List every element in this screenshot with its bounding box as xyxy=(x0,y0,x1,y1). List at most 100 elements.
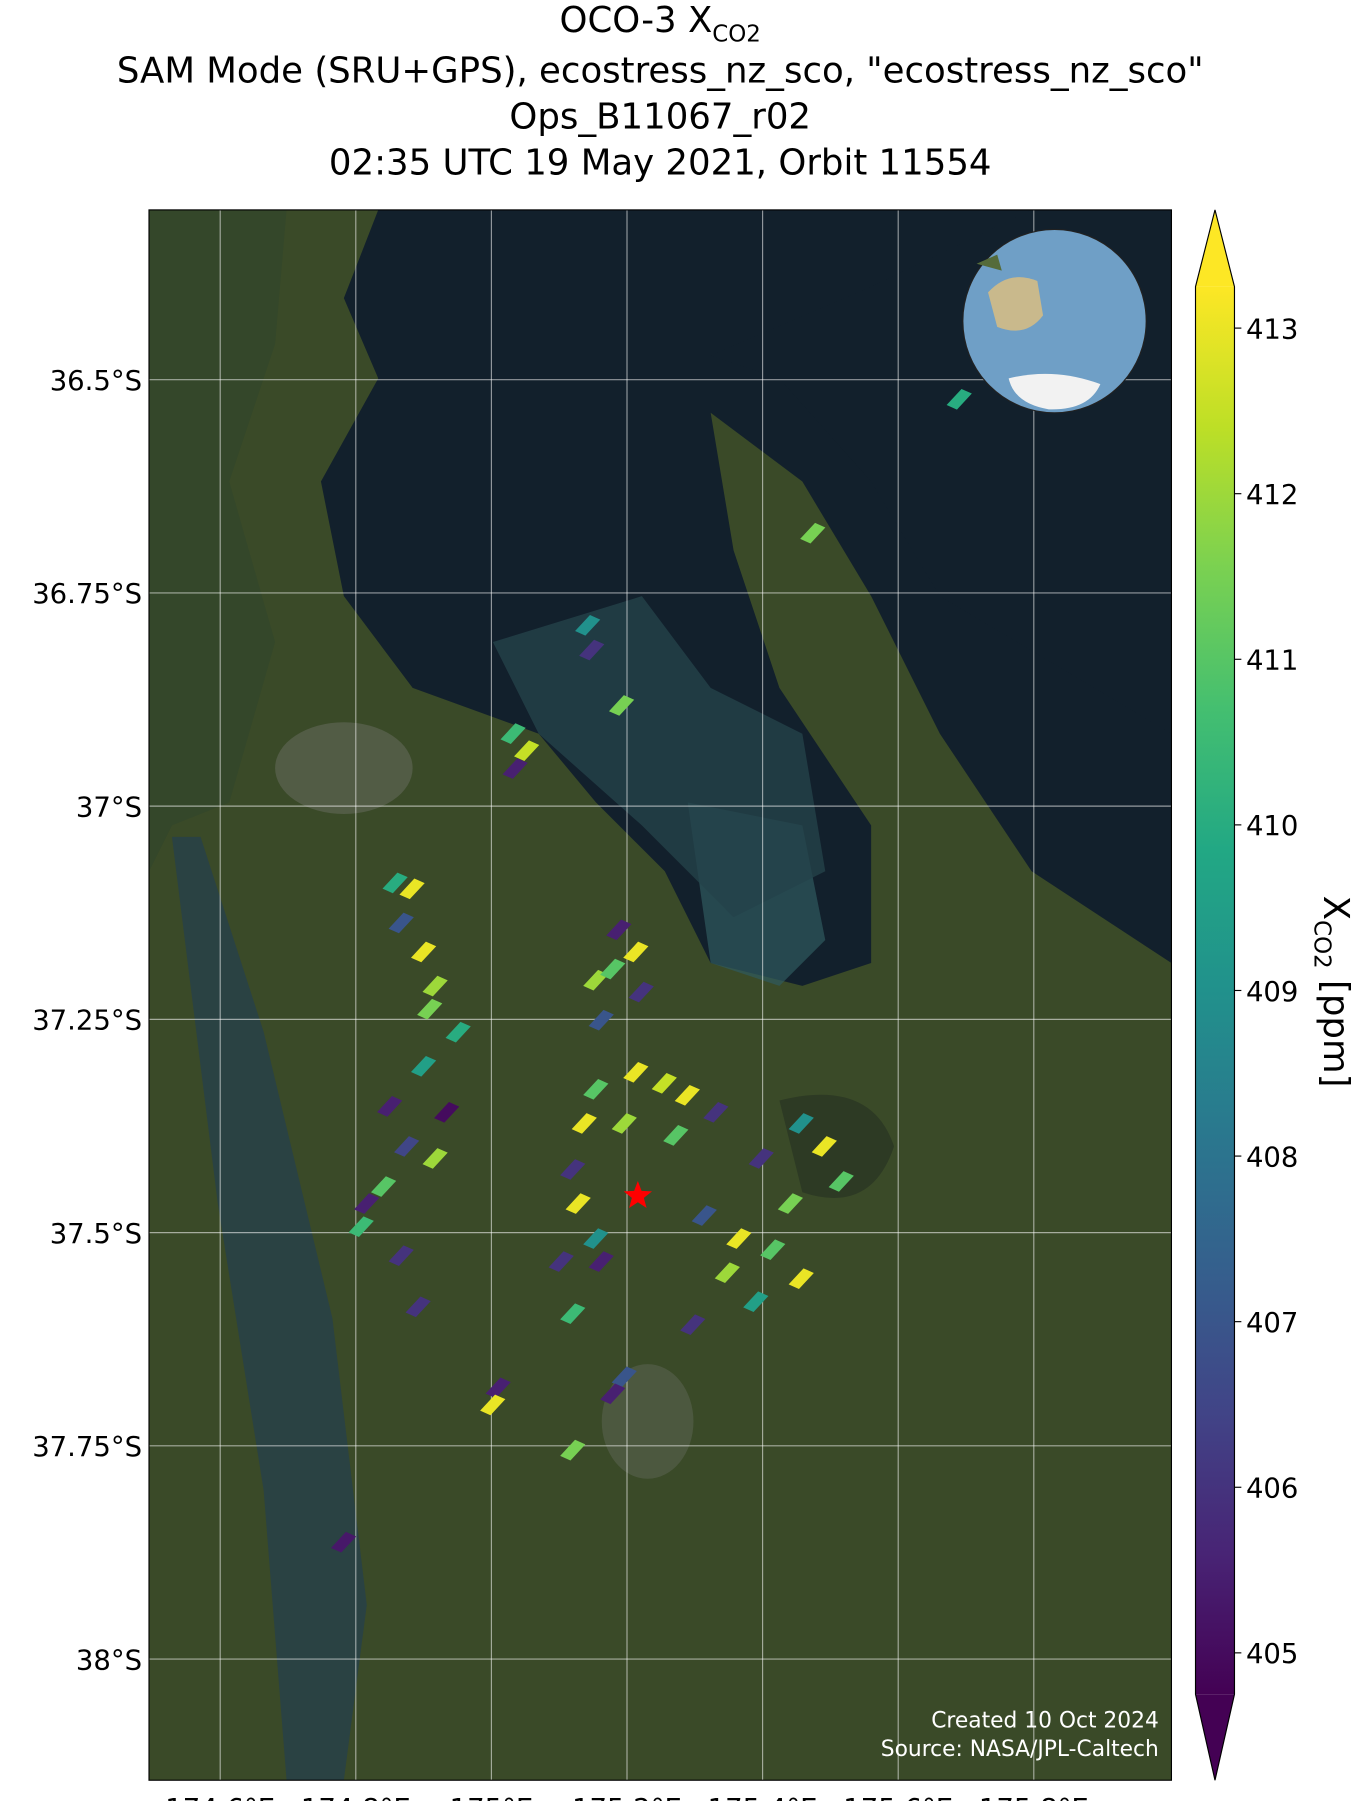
y-tick-label: 37.75°S xyxy=(32,1431,142,1463)
sounding xyxy=(485,1377,511,1399)
colorbar-tick-label: 412 xyxy=(1246,479,1299,511)
sounding xyxy=(691,1205,717,1226)
colorbar-label: XCO2 [ppm] xyxy=(1309,896,1356,1088)
x-tick-label: 175.2°E xyxy=(572,1793,682,1801)
sounding xyxy=(571,1113,597,1134)
sounding xyxy=(388,1245,414,1266)
inset-globe xyxy=(962,228,1147,414)
colorbar-tick-label: 406 xyxy=(1246,1473,1299,1505)
sounding xyxy=(651,1073,677,1094)
title-line: SAM Mode (SRU+GPS), ecostress_nz_sco, "e… xyxy=(117,51,1204,92)
title-text: OCO-3 X xyxy=(560,0,713,41)
sounding xyxy=(500,723,526,744)
title-line: OCO-3 XCO2 xyxy=(560,0,761,47)
y-tick-label: 36.75°S xyxy=(32,578,142,610)
sounding xyxy=(608,695,635,716)
credit-text: Source: NASA/JPL-Caltech xyxy=(881,1737,1159,1762)
colorbar-tick-label: 410 xyxy=(1246,810,1299,842)
sounding xyxy=(680,1314,706,1336)
y-ticks: 36.5°S 36.75°S 37°S 37.25°S 37.5°S 37.75°S 38°… xyxy=(32,365,142,1676)
sounding xyxy=(405,1296,431,1318)
sounding xyxy=(377,1096,403,1117)
sounding xyxy=(514,740,540,762)
sounding xyxy=(777,1193,804,1214)
sounding xyxy=(502,758,528,779)
sounding xyxy=(726,1228,752,1249)
credits: Created 10 Oct 2024 Source: NASA/JPL-Calt… xyxy=(881,1708,1159,1762)
sounding xyxy=(354,1193,380,1214)
sounding xyxy=(422,1148,448,1169)
sounding xyxy=(382,872,408,894)
colorbar-outline xyxy=(1194,209,1236,1781)
sounding xyxy=(560,1159,586,1180)
sounding xyxy=(348,1216,374,1237)
colorbar-extend-min xyxy=(1195,1694,1235,1781)
y-tick-label: 37°S xyxy=(76,791,142,823)
y-tick-label: 36.5°S xyxy=(50,365,142,397)
colorbar-tick-label: 409 xyxy=(1246,976,1299,1008)
sounding xyxy=(703,1102,729,1123)
basemap xyxy=(149,209,1172,1781)
sounding xyxy=(583,1079,609,1100)
map-frame xyxy=(148,209,1173,1781)
title-text: Ops_B11067_r02 xyxy=(509,97,811,138)
sounding xyxy=(399,878,425,900)
sounding xyxy=(611,1366,637,1388)
sounding xyxy=(588,1251,614,1272)
sounding xyxy=(560,1303,586,1324)
sounding xyxy=(422,975,448,997)
title-text: SAM Mode (SRU+GPS), ecostress_nz_sco, "e… xyxy=(117,51,1204,92)
sounding xyxy=(788,1268,814,1289)
sounding xyxy=(828,1171,854,1192)
credit-text: Created 10 Oct 2024 xyxy=(931,1708,1159,1733)
sounding xyxy=(606,919,632,941)
sounding xyxy=(410,941,437,963)
sounding xyxy=(714,1262,740,1284)
sounding xyxy=(330,1531,357,1553)
sounding xyxy=(388,912,414,934)
sounding xyxy=(623,941,649,963)
sounding xyxy=(548,1251,574,1272)
x-tick-label: 175.6°E xyxy=(843,1793,953,1801)
sounding xyxy=(565,1193,591,1214)
x-tick-label: 174.6°E xyxy=(165,1793,275,1801)
colorbar-tick-label: 405 xyxy=(1246,1638,1299,1670)
y-tick-label: 38°S xyxy=(76,1644,142,1676)
title-text: 02:35 UTC 19 May 2021, Orbit 11554 xyxy=(329,142,992,183)
colorbar-tick-label: 407 xyxy=(1246,1307,1299,1339)
sounding xyxy=(560,1439,586,1461)
colorbar-tick-label: 408 xyxy=(1246,1141,1299,1173)
sounding xyxy=(663,1125,689,1146)
y-tick-label: 37.5°S xyxy=(50,1218,142,1250)
sounding xyxy=(623,1061,649,1083)
sounding xyxy=(811,1136,837,1157)
title-line: Ops_B11067_r02 xyxy=(509,97,811,138)
colorbar-extend-max xyxy=(1195,209,1235,287)
sounding xyxy=(748,1148,774,1169)
sounding xyxy=(480,1394,506,1416)
sounding xyxy=(575,614,601,636)
sounding xyxy=(788,1113,814,1134)
sounding xyxy=(800,522,826,544)
colorbar-label-text: X xyxy=(1315,896,1356,920)
x-tick-label: 175°E xyxy=(450,1793,534,1801)
sounding xyxy=(946,388,972,410)
x-tick-label: 175.8°E xyxy=(979,1793,1089,1801)
target-star xyxy=(623,1181,653,1208)
sounding xyxy=(611,1113,637,1134)
sounding xyxy=(743,1291,769,1313)
sounding xyxy=(417,998,443,1020)
colorbar-tick-label: 413 xyxy=(1246,313,1299,345)
sounding xyxy=(445,1021,471,1043)
sounding xyxy=(588,1009,614,1031)
sounding xyxy=(370,1176,397,1197)
soundings xyxy=(330,388,972,1553)
sounding xyxy=(600,958,626,980)
colorbar: 405 406 407 408 409 410 411 412 413 XCO2 [ppm] xyxy=(1194,209,1356,1781)
sounding xyxy=(760,1239,786,1260)
sounding xyxy=(674,1084,700,1106)
colorbar-label-suffix: [ppm] xyxy=(1315,969,1356,1088)
